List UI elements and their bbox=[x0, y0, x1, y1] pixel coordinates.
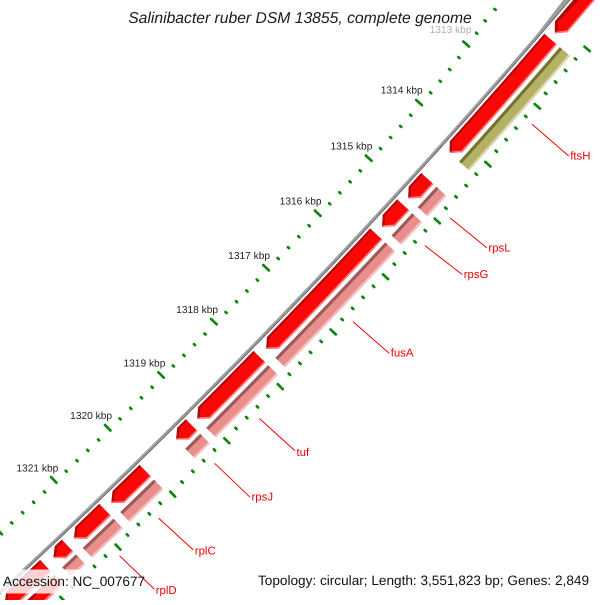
svg-text:Salinibacter ruber DSM 13855,: Salinibacter ruber DSM 13855, complete g… bbox=[128, 10, 472, 27]
svg-text:fusA: fusA bbox=[391, 348, 414, 360]
svg-text:rpsJ: rpsJ bbox=[252, 492, 274, 504]
svg-text:1315 kbp: 1315 kbp bbox=[330, 141, 372, 152]
svg-text:1317 kbp: 1317 kbp bbox=[228, 251, 270, 262]
svg-text:rpsL: rpsL bbox=[488, 242, 510, 254]
svg-text:1318 kbp: 1318 kbp bbox=[176, 305, 218, 316]
svg-text:Accession: NC_007677: Accession: NC_007677 bbox=[3, 574, 145, 589]
svg-text:1319 kbp: 1319 kbp bbox=[123, 358, 165, 369]
svg-text:1320 kbp: 1320 kbp bbox=[70, 411, 112, 422]
svg-text:1316 kbp: 1316 kbp bbox=[280, 197, 322, 208]
svg-text:1313 kbp: 1313 kbp bbox=[430, 25, 472, 36]
svg-text:1314 kbp: 1314 kbp bbox=[381, 86, 423, 97]
svg-text:rpsG: rpsG bbox=[464, 269, 489, 281]
svg-text:Topology: circular; Length: 3,: Topology: circular; Length: 3,551,823 bp… bbox=[258, 573, 589, 588]
svg-text:rplC: rplC bbox=[195, 546, 216, 558]
svg-text:1321 kbp: 1321 kbp bbox=[16, 463, 58, 474]
svg-text:rplD: rplD bbox=[156, 585, 177, 597]
svg-text:tuf: tuf bbox=[297, 447, 310, 459]
svg-text:ftsH: ftsH bbox=[570, 150, 590, 162]
